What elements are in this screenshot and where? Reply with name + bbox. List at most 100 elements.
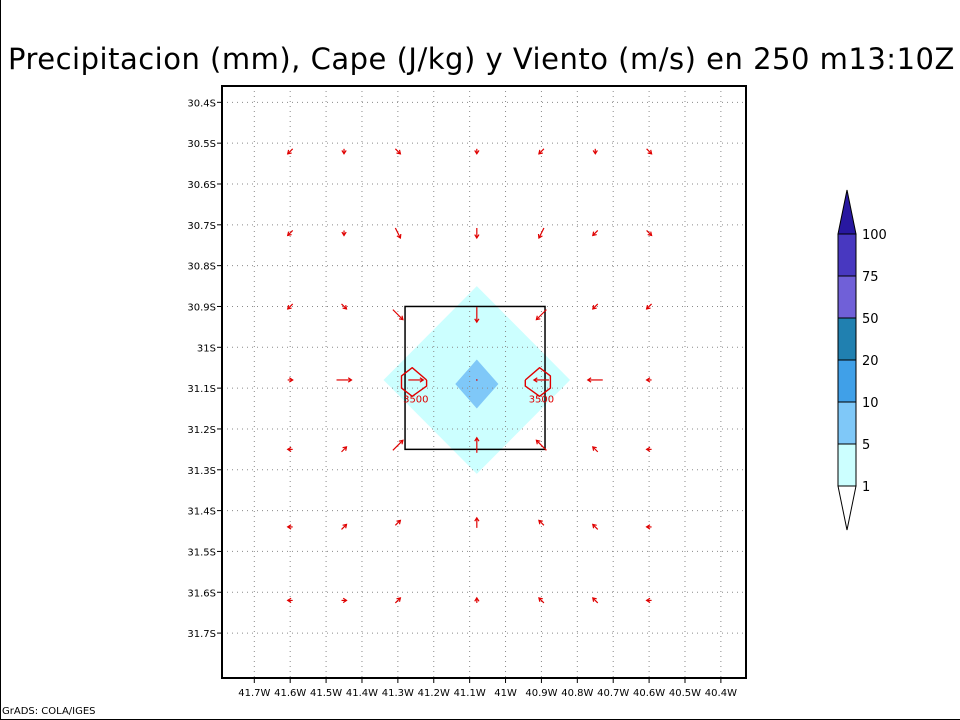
wind-vector: [646, 148, 653, 155]
wind-vector: [286, 148, 294, 155]
x-tick-label: 40.9W: [525, 688, 557, 699]
wind-vector: [474, 148, 480, 155]
colorbar-label: 10: [862, 396, 879, 411]
colorbar-swatch: [837, 443, 857, 487]
wind-vector-head: [419, 377, 425, 383]
wind-vector-head: [538, 519, 543, 525]
wind-vector: [537, 227, 545, 240]
colorbar-label: 1: [862, 480, 870, 495]
x-tick-label: 41.1W: [454, 688, 486, 699]
wind-vector: [646, 230, 653, 237]
y-tick-label: 31.5S: [187, 547, 216, 558]
wind-vector-head: [532, 377, 538, 383]
wind-vector-head: [474, 318, 480, 324]
wind-vector-head: [474, 234, 480, 240]
wind-vector-head: [398, 439, 404, 445]
wind-vector: [474, 227, 480, 240]
chart-title: Precipitacion (mm), Cape (J/kg) y Viento…: [8, 42, 955, 76]
wind-vector-shaft: [394, 597, 401, 604]
wind-vector-head: [347, 377, 353, 383]
colorbar-label: 100: [862, 228, 887, 243]
wind-vector-head: [396, 149, 402, 155]
wind-vector: [645, 597, 652, 604]
wind-vector-head: [341, 150, 347, 155]
wind-vector: [474, 307, 480, 324]
wind-vector: [286, 303, 294, 310]
wind-vector-shaft: [646, 303, 653, 310]
wind-vector-head: [474, 150, 480, 155]
x-tick-label: 41.4W: [346, 688, 378, 699]
colorbar-label: 75: [862, 270, 879, 285]
wind-vector-shaft: [287, 303, 294, 310]
wind-vector: [538, 597, 545, 604]
wind-vector: [336, 377, 353, 383]
grads-credit: GrADS: COLA/IGES: [2, 706, 96, 717]
wind-vector: [645, 524, 652, 530]
wind-vector: [592, 303, 599, 310]
cape-contours: 3500 3500: [400, 367, 554, 405]
wind-vector-shaft: [536, 439, 547, 451]
wind-vector: [341, 446, 348, 453]
wind-vector-shaft: [592, 597, 599, 604]
wind-vectors: [286, 148, 653, 604]
wind-vector-shaft: [646, 148, 653, 155]
x-tick-label: 40.8W: [561, 688, 593, 699]
wind-vector-head: [398, 315, 404, 321]
wind-vector-head: [592, 231, 597, 237]
cape-contour-line: [400, 367, 428, 397]
wind-vector-head: [538, 149, 543, 155]
colorbar-label: 20: [862, 354, 879, 369]
wind-vector: [394, 227, 402, 240]
wind-vector-head: [535, 315, 541, 321]
wind-vector: [592, 148, 598, 155]
wind-vector-shaft: [394, 148, 401, 155]
wind-vector-head: [342, 523, 348, 529]
y-tick-label: 31.3S: [187, 466, 216, 477]
wind-vector: [645, 303, 653, 310]
wind-vector-shaft: [392, 309, 404, 321]
wind-vector-head: [342, 304, 348, 310]
wind-vector-head: [286, 597, 292, 604]
wind-vector: [286, 230, 294, 237]
highlight-box: [404, 305, 546, 451]
y-tick-label: 30.6S: [187, 180, 216, 191]
wind-vector: [535, 439, 547, 451]
wind-vector: [474, 436, 480, 453]
wind-vector-head: [286, 149, 292, 155]
x-tick-label: 41.3W: [382, 688, 414, 699]
wind-vector: [538, 148, 545, 155]
wind-vector-shaft: [538, 227, 545, 239]
y-tick-label: 31.7S: [187, 629, 216, 640]
wind-vector: [592, 230, 599, 237]
wind-vector-calm: [476, 379, 478, 381]
wind-vector-head: [396, 597, 402, 602]
y-tick-label: 30.5S: [187, 139, 216, 150]
wind-vector-head: [592, 446, 597, 451]
wind-vector: [341, 148, 347, 155]
wind-vector-shaft: [341, 446, 347, 453]
colorbar-label: 50: [862, 312, 879, 327]
wind-vector: [394, 597, 402, 604]
y-tick-label: 30.9S: [187, 302, 216, 313]
wind-vector-head: [342, 597, 348, 604]
wind-vector-shaft: [536, 309, 547, 321]
wind-vector: [392, 439, 404, 451]
colorbar-swatch: [837, 233, 857, 277]
colorbar-swatch: [837, 317, 857, 361]
wind-vector: [474, 516, 480, 528]
wind-vector-shaft: [392, 439, 404, 451]
x-tick-label: 40.5W: [669, 688, 701, 699]
colorbar-swatch: [837, 401, 857, 445]
y-tick-label: 31.1S: [187, 384, 216, 395]
wind-vector-head: [341, 231, 347, 237]
wind-vector: [586, 377, 603, 383]
y-tick-label: 31.4S: [187, 507, 216, 518]
wind-vector: [341, 230, 347, 237]
wind-vector-shaft: [287, 148, 294, 155]
wind-vector-head: [342, 446, 348, 451]
cape-contour-line: [524, 367, 552, 397]
wind-vector: [408, 377, 425, 383]
wind-vector-head: [286, 446, 292, 453]
wind-vector-head: [474, 596, 480, 602]
